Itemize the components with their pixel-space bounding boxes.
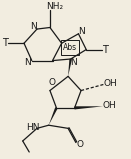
Polygon shape — [75, 106, 103, 109]
Text: N: N — [78, 27, 85, 36]
Text: Abs: Abs — [63, 43, 77, 52]
Text: N: N — [30, 22, 37, 31]
Text: O: O — [76, 140, 83, 149]
Text: OH: OH — [102, 101, 116, 110]
Polygon shape — [68, 59, 72, 76]
Text: OH: OH — [103, 79, 117, 88]
Text: NH₂: NH₂ — [47, 3, 64, 11]
Text: HN: HN — [26, 123, 40, 132]
Text: T: T — [102, 45, 108, 55]
Text: N: N — [70, 59, 77, 67]
Text: O: O — [48, 78, 55, 87]
Polygon shape — [49, 107, 58, 125]
Text: N: N — [24, 59, 31, 67]
Text: T: T — [2, 38, 8, 48]
